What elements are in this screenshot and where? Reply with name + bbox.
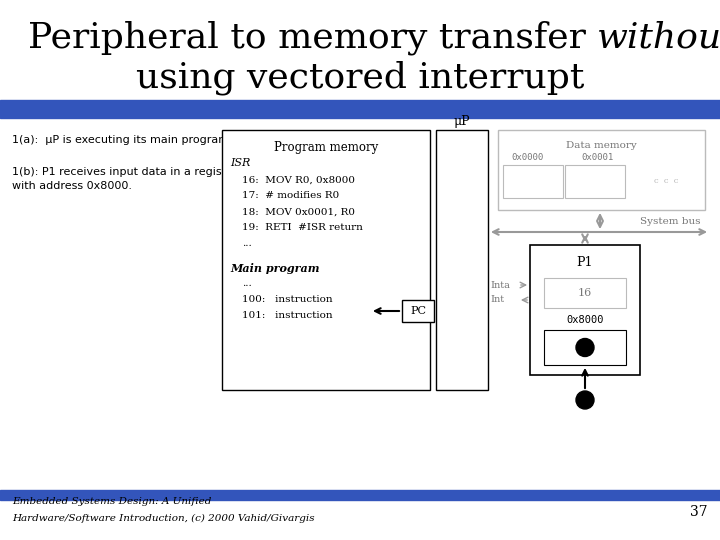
Text: Peripheral to memory transfer ​​​​​​​without DMA,: Peripheral to memory transfer ​​​​​​​wit… xyxy=(28,21,720,55)
Text: ...: ... xyxy=(242,240,252,248)
Text: 0x8000: 0x8000 xyxy=(566,315,604,325)
Text: without: without xyxy=(598,21,720,55)
Text: 0x0001: 0x0001 xyxy=(582,153,614,163)
Text: 101:   instruction: 101: instruction xyxy=(242,312,333,321)
Circle shape xyxy=(576,339,594,356)
Text: 18:  MOV 0x0001, R0: 18: MOV 0x0001, R0 xyxy=(242,207,355,217)
Text: Embedded Systems Design: A Unified: Embedded Systems Design: A Unified xyxy=(12,497,212,507)
Circle shape xyxy=(576,391,594,409)
Text: 16:  MOV R0, 0x8000: 16: MOV R0, 0x8000 xyxy=(242,176,355,185)
Bar xyxy=(565,165,625,198)
Text: Int: Int xyxy=(490,295,504,305)
Text: System bus: System bus xyxy=(639,218,700,226)
Bar xyxy=(503,165,563,198)
Bar xyxy=(436,130,488,390)
Bar xyxy=(0,490,720,500)
Text: PC: PC xyxy=(410,306,426,316)
Bar xyxy=(498,130,705,210)
Text: μP: μP xyxy=(454,116,470,129)
Text: Data memory: Data memory xyxy=(566,140,637,150)
Text: 19:  RETI  #ISR return: 19: RETI #ISR return xyxy=(242,224,363,233)
Text: c  c  c: c c c xyxy=(654,177,678,185)
Text: 1(a):  μP is executing its main program: 1(a): μP is executing its main program xyxy=(12,135,229,145)
Text: Program memory: Program memory xyxy=(274,141,378,154)
Text: Hardware/Software Introduction, (c) 2000 Vahid/Givargis: Hardware/Software Introduction, (c) 2000… xyxy=(12,514,315,523)
Bar xyxy=(222,130,430,390)
Text: P1: P1 xyxy=(577,255,593,268)
Text: 1(b): P1 receives input data in a register: 1(b): P1 receives input data in a regist… xyxy=(12,167,238,177)
Text: using vectored interrupt: using vectored interrupt xyxy=(136,60,584,95)
Text: 100:   instruction: 100: instruction xyxy=(242,295,333,305)
Text: with address 0x8000.: with address 0x8000. xyxy=(12,181,132,191)
Bar xyxy=(0,100,720,118)
Text: ...: ... xyxy=(242,280,252,288)
Bar xyxy=(402,300,434,322)
Bar xyxy=(544,278,626,308)
Bar xyxy=(530,245,640,375)
Text: 16: 16 xyxy=(578,288,592,298)
Bar xyxy=(544,330,626,365)
Text: Inta: Inta xyxy=(490,280,510,289)
Text: Main program: Main program xyxy=(230,262,320,273)
Text: 0x0000: 0x0000 xyxy=(512,153,544,163)
Text: 17:  # modifies R0: 17: # modifies R0 xyxy=(242,192,339,200)
Text: ISR: ISR xyxy=(230,158,251,168)
Text: 37: 37 xyxy=(690,505,708,519)
Text: Peripheral to memory transfer: Peripheral to memory transfer xyxy=(28,21,598,55)
